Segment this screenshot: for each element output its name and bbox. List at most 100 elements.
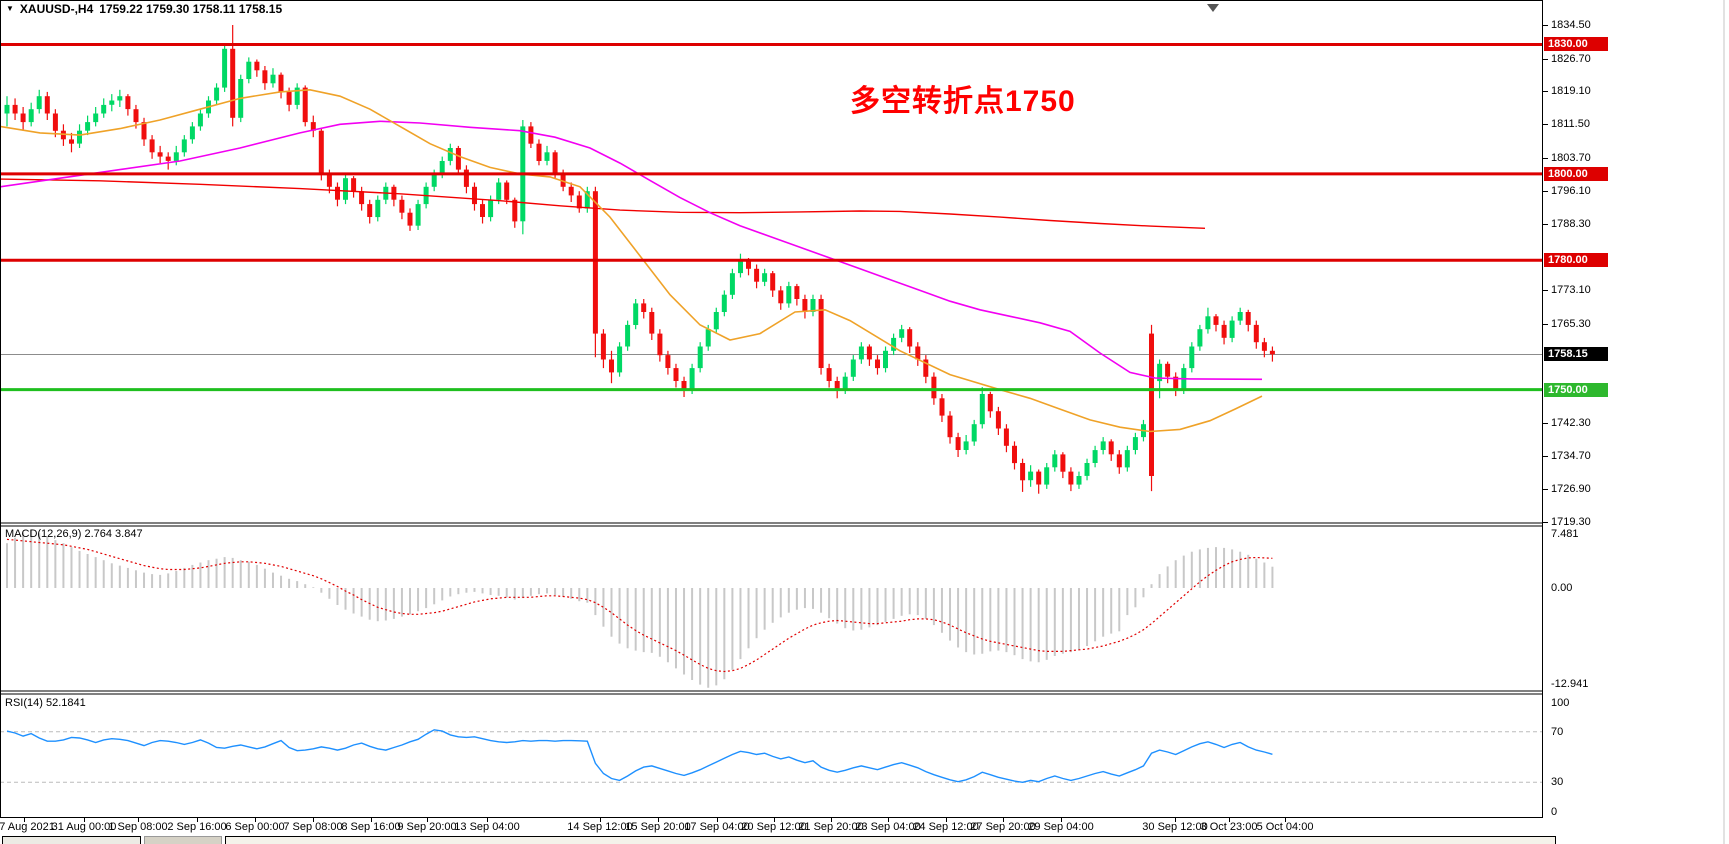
candle-body: [560, 173, 566, 187]
candle-body: [463, 169, 469, 187]
bottom-window-fragment-1[interactable]: [2, 836, 141, 844]
time-tick-mark: [1229, 818, 1230, 822]
price-tick-mark: [1543, 456, 1548, 457]
candle-body: [52, 113, 58, 131]
candle-body: [826, 368, 832, 381]
price-tick-mark: [1543, 224, 1548, 225]
candle-body: [729, 273, 735, 295]
candle-body: [1229, 320, 1235, 338]
symbol-timeframe-label: XAUUSD-,H4: [19, 2, 94, 16]
candle-body: [697, 346, 703, 369]
candle-body: [866, 346, 872, 360]
time-tick-label: 29 Sep 04:00: [1028, 821, 1094, 833]
candle-body: [915, 346, 921, 360]
candle-body: [351, 178, 357, 192]
chart-canvas: [0, 0, 1543, 818]
candle-body: [359, 191, 365, 205]
candle-body: [746, 260, 751, 269]
price-tick-mark: [1543, 124, 1548, 125]
candle-body: [1044, 467, 1050, 485]
price-tick-mark: [1543, 59, 1548, 60]
candle-body: [28, 109, 34, 123]
candle-body: [455, 148, 461, 170]
candle-body: [609, 359, 614, 373]
rsi-scale-label: 30: [1551, 776, 1564, 788]
candle-body: [101, 104, 107, 114]
candle-body: [738, 260, 743, 274]
window-edge-strip: [1723, 0, 1725, 844]
price-tick-mark: [1543, 158, 1548, 159]
candle-body: [343, 178, 348, 200]
ohlc-quote-values: 1759.22 1759.30 1758.11 1758.15: [99, 2, 283, 16]
candle-body: [568, 186, 574, 196]
candle-body: [1068, 471, 1074, 485]
time-tick-mark: [1175, 818, 1176, 822]
price-tick-label: 1834.50: [1551, 19, 1591, 31]
candle-body: [649, 312, 655, 334]
price-tick-label: 1734.70: [1551, 450, 1591, 462]
candle-body: [173, 152, 179, 161]
candle-body: [592, 191, 598, 334]
bottom-window-fragment-2[interactable]: [144, 836, 222, 844]
time-tick-label: 7 Sep 08:00: [283, 821, 343, 833]
macd-indicator-label: MACD(12,26,9) 2.764 3.847: [5, 528, 143, 540]
price-axis[interactable]: 1834.50 1826.70 1819.10 1811.50 1803.70 1796.…: [1543, 0, 1729, 844]
candle-body: [883, 350, 888, 369]
time-tick-label: 23 Sep 04:00: [855, 821, 921, 833]
time-tick-label: 6 Sep 00:00: [225, 821, 285, 833]
candle-body: [786, 286, 792, 304]
candle-body: [1132, 437, 1138, 450]
candle-body: [891, 337, 897, 351]
candle-body: [141, 122, 147, 140]
candle-body: [1173, 376, 1179, 390]
candle-body: [1012, 445, 1017, 464]
price-tick-label: 1773.10: [1551, 284, 1591, 296]
price-tick-label: 1726.90: [1551, 483, 1591, 495]
time-tick-mark: [831, 818, 832, 822]
candle-body: [77, 130, 82, 144]
candle-body: [1269, 350, 1275, 355]
candle-body: [1165, 363, 1171, 377]
candle-body: [875, 359, 880, 369]
chart-annotation-text: 多空转折点1750: [850, 85, 1076, 118]
candle-body: [955, 437, 961, 450]
time-tick-mark: [24, 818, 25, 822]
time-tick-label: 2 Sep 16:00: [167, 821, 227, 833]
bottom-window-fragment-3[interactable]: [225, 836, 1556, 844]
candle-body: [802, 299, 808, 312]
candle-body: [681, 381, 687, 390]
candle-body: [528, 126, 534, 144]
rsi-scale-label: 100: [1551, 697, 1570, 709]
price-tag-1758.15: 1758.15: [1544, 347, 1608, 361]
candle-body: [335, 186, 340, 200]
time-tick-mark: [774, 818, 775, 822]
price-tick-label: 1803.70: [1551, 152, 1591, 164]
candle-body: [230, 48, 236, 118]
chart-menu-icon[interactable]: ▼: [6, 4, 14, 13]
candle-body: [899, 329, 905, 338]
candle-body: [149, 139, 155, 153]
chart-symbol-header: ▼ XAUUSD-,H4 1759.22 1759.30 1758.11 175…: [6, 2, 282, 16]
candle-body: [1149, 333, 1154, 476]
time-tick-label: 27 Aug 2021: [0, 821, 55, 833]
time-tick-mark: [658, 818, 659, 822]
candle-body: [472, 186, 477, 205]
candle-body: [262, 70, 268, 84]
chart-border: [0, 0, 1543, 818]
candle-body: [858, 346, 864, 360]
candle-body: [439, 161, 445, 174]
price-tick-label: 1826.70: [1551, 53, 1591, 65]
candle-body: [794, 286, 800, 299]
time-tick-label: 3 Oct 23:00: [1200, 821, 1258, 833]
price-tick-label: 1788.30: [1551, 218, 1591, 230]
candle-body: [552, 152, 558, 174]
price-tick-mark: [1543, 489, 1548, 490]
candle-body: [254, 61, 260, 71]
candle-body: [1036, 471, 1042, 485]
time-tick-mark: [427, 818, 428, 822]
time-tick-mark: [138, 818, 139, 822]
time-tick-mark: [600, 818, 601, 822]
candle-body: [617, 346, 623, 373]
candle-body: [754, 268, 760, 282]
